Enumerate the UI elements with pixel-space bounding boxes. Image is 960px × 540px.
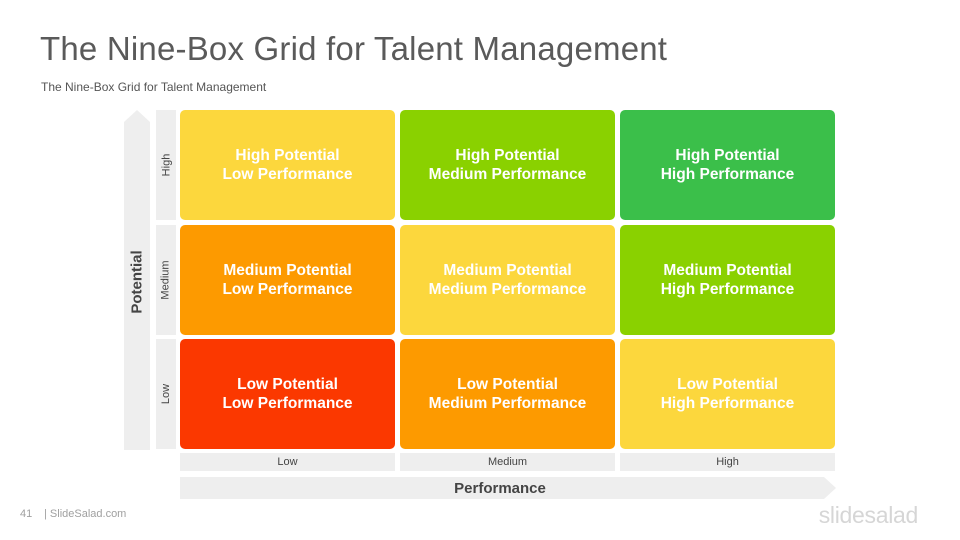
page-number: 41	[20, 508, 33, 520]
box-subtitle: High Performance	[660, 395, 795, 412]
box-high-potential-low-performance: High Potential Low Performance	[180, 110, 395, 220]
box-title: Low Potential	[237, 376, 338, 393]
slide-subtitle: The Nine-Box Grid for Talent Management	[41, 80, 267, 94]
footer-site-link[interactable]: | SlideSalad.com	[44, 508, 127, 520]
box-low-potential-low-performance: Low Potential Low Performance	[180, 339, 395, 449]
row-label-low: Low	[156, 339, 176, 449]
row-label-high: High	[156, 110, 176, 220]
box-medium-potential-medium-performance: Medium Potential Medium Performance	[400, 225, 615, 335]
box-low-potential-high-performance: Low Potential High Performance	[620, 339, 835, 449]
box-title: Medium Potential	[663, 262, 792, 279]
box-subtitle: High Performance	[660, 166, 795, 183]
box-high-potential-medium-performance: High Potential Medium Performance	[400, 110, 615, 220]
performance-arrow	[180, 477, 836, 499]
box-low-potential-medium-performance: Low Potential Medium Performance	[400, 339, 615, 449]
col-label-high: High	[620, 453, 835, 471]
box-medium-potential-low-performance: Medium Potential Low Performance	[180, 225, 395, 335]
box-title: High Potential	[455, 147, 560, 164]
box-subtitle: Low Performance	[222, 281, 353, 298]
box-subtitle: Medium Performance	[428, 281, 587, 298]
box-title: Low Potential	[457, 376, 558, 393]
row-label-medium: Medium	[156, 225, 176, 335]
box-title: High Potential	[675, 147, 780, 164]
box-subtitle: High Performance	[660, 281, 795, 298]
box-subtitle: Medium Performance	[428, 166, 587, 183]
box-high-potential-high-performance: High Potential High Performance	[620, 110, 835, 220]
row-label-text: Low	[160, 383, 172, 405]
box-title: Low Potential	[677, 376, 778, 393]
box-title: Medium Potential	[223, 262, 352, 279]
box-title: High Potential	[235, 147, 340, 164]
box-subtitle: Low Performance	[222, 166, 353, 183]
slide-title: The Nine-Box Grid for Talent Management	[40, 30, 668, 67]
row-label-text: Medium	[160, 260, 172, 300]
col-label-low: Low	[180, 453, 395, 471]
slidesalad-logo: slidesalad	[818, 502, 919, 528]
box-medium-potential-high-performance: Medium Potential High Performance	[620, 225, 835, 335]
box-subtitle: Low Performance	[222, 395, 353, 412]
box-subtitle: Medium Performance	[428, 395, 587, 412]
box-title: Medium Potential	[443, 262, 572, 279]
y-axis-label: Potential	[128, 250, 146, 314]
potential-arrow	[124, 110, 150, 450]
row-label-text: High	[160, 153, 172, 177]
x-axis-label: Performance	[454, 479, 546, 497]
col-label-medium: Medium	[400, 453, 615, 471]
